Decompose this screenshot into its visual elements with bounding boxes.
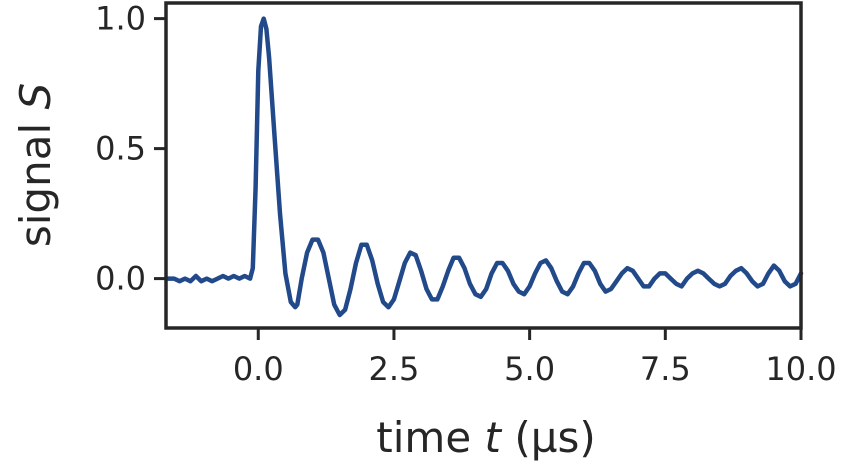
x-axis-label: time t (µs) bbox=[376, 413, 595, 462]
x-tick-label: 2.5 bbox=[369, 350, 420, 388]
y-axis-label-pre: signal bbox=[11, 110, 60, 248]
y-axis-label: signal S bbox=[11, 83, 60, 247]
series-line-group bbox=[163, 16, 804, 318]
x-tick-label: 7.5 bbox=[640, 350, 691, 388]
x-tick-label: 5.0 bbox=[504, 350, 555, 388]
x-axis-label-var: t bbox=[485, 413, 503, 462]
x-axis: 0.0 2.5 5.0 7.5 10.0 bbox=[233, 328, 837, 388]
y-tick-label: 1.0 bbox=[95, 0, 146, 38]
x-tick-label: 10.0 bbox=[765, 350, 836, 388]
y-tick-label: 0.0 bbox=[95, 260, 146, 298]
y-axis: 0.0 0.5 1.0 bbox=[95, 0, 166, 298]
y-tick-label: 0.5 bbox=[95, 130, 146, 168]
x-tick-label: 0.0 bbox=[233, 350, 284, 388]
series-line-0 bbox=[163, 16, 804, 318]
x-axis-label-post: (µs) bbox=[501, 413, 596, 462]
axes-frame bbox=[164, 1, 803, 330]
x-axis-label-pre: time bbox=[376, 413, 484, 462]
y-axis-label-var: S bbox=[11, 83, 60, 110]
